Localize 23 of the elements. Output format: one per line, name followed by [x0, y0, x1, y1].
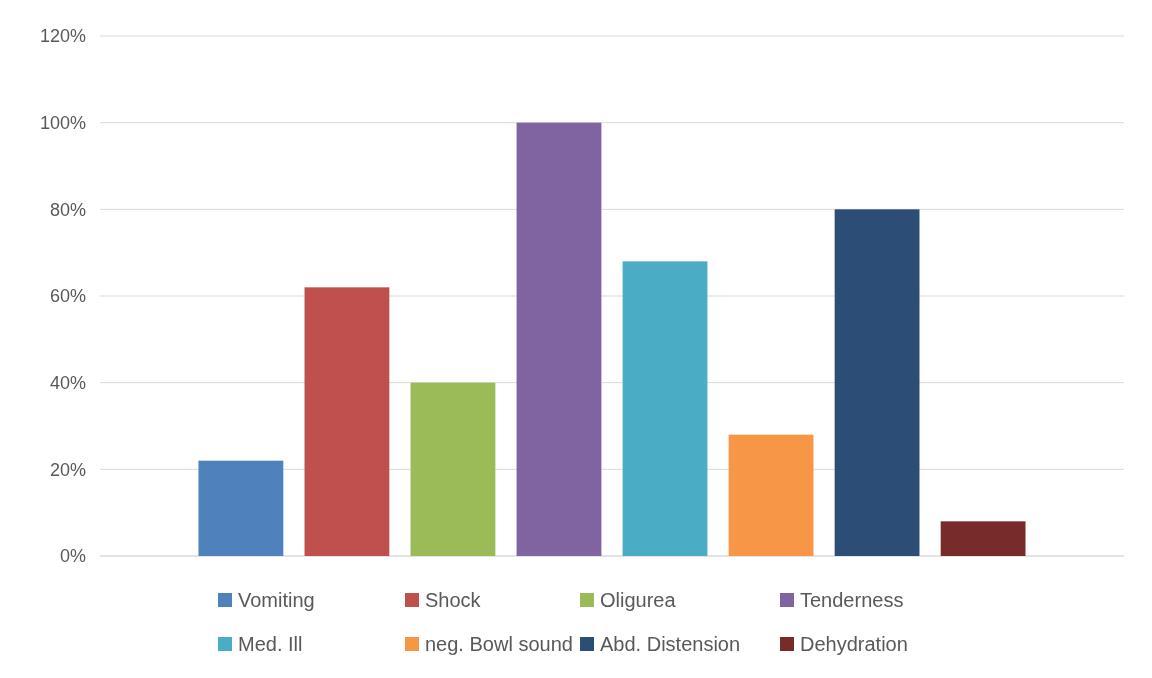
- legend-label: Tenderness: [800, 589, 904, 611]
- legend-label: Med. Ill: [238, 633, 303, 655]
- bar: [834, 209, 920, 556]
- legend-label: Oligurea: [600, 589, 677, 611]
- bar: [622, 261, 708, 556]
- bar: [198, 460, 284, 556]
- legend-label: Abd. Distension: [600, 633, 741, 655]
- y-tick-label: 80%: [49, 199, 86, 220]
- bar: [728, 434, 814, 556]
- bar: [410, 382, 496, 556]
- bar: [516, 122, 602, 556]
- legend-label: Dehydration: [800, 633, 908, 655]
- y-tick-label: 0%: [59, 546, 86, 567]
- bar: [304, 287, 390, 556]
- y-tick-label: 120%: [39, 26, 86, 47]
- y-tick-label: 60%: [49, 286, 86, 307]
- legend-label: neg. Bowl sound: [425, 633, 573, 655]
- bar: [940, 521, 1026, 556]
- y-tick-label: 20%: [49, 459, 86, 480]
- y-tick-label: 40%: [49, 372, 86, 393]
- y-tick-label: 100%: [39, 112, 86, 133]
- legend-label: Shock: [425, 589, 482, 611]
- legend-label: Vomiting: [238, 589, 315, 611]
